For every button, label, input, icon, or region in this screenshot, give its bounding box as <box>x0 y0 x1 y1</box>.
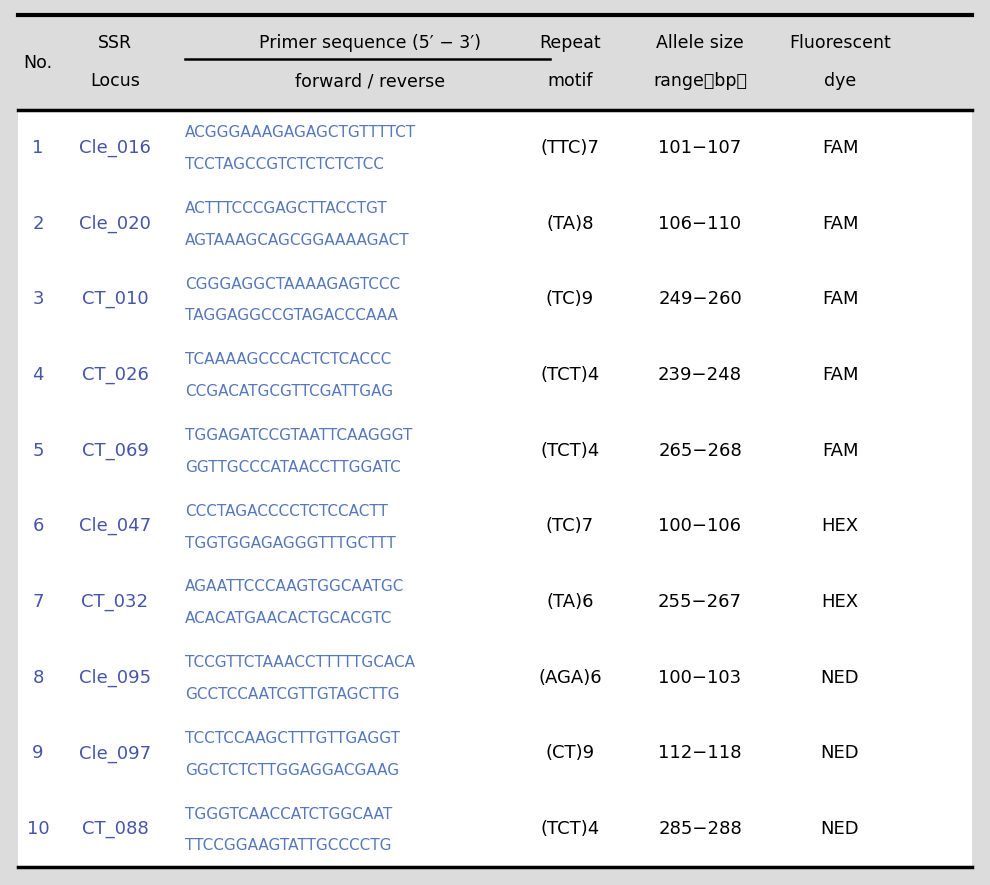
Text: (TC)7: (TC)7 <box>545 518 594 535</box>
Text: (TA)8: (TA)8 <box>546 214 594 233</box>
Bar <box>18 791 972 867</box>
Text: 2: 2 <box>33 214 44 233</box>
Text: CCGACATGCGTTCGATTGAG: CCGACATGCGTTCGATTGAG <box>185 384 393 399</box>
Bar <box>18 640 972 716</box>
Text: HEX: HEX <box>822 593 858 611</box>
Bar <box>18 412 972 489</box>
Text: TGGAGATCCGTAATTCAAGGGT: TGGAGATCCGTAATTCAAGGGT <box>185 428 413 443</box>
Bar <box>18 110 972 186</box>
Text: (TCT)4: (TCT)4 <box>541 442 600 459</box>
Text: Cle_016: Cle_016 <box>79 139 150 157</box>
Text: HEX: HEX <box>822 518 858 535</box>
Text: 285−288: 285−288 <box>658 820 742 838</box>
Bar <box>18 261 972 337</box>
Text: (TCT)4: (TCT)4 <box>541 366 600 384</box>
Text: GCCTCCAATCGTTGTAGCTTG: GCCTCCAATCGTTGTAGCTTG <box>185 687 400 702</box>
Text: TGGTGGAGAGGGTTTGCTTT: TGGTGGAGAGGGTTTGCTTT <box>185 535 396 550</box>
Bar <box>18 337 972 412</box>
Text: CT_088: CT_088 <box>81 820 148 838</box>
Text: 10: 10 <box>27 820 50 838</box>
Text: 112−118: 112−118 <box>658 744 742 763</box>
Text: 106−110: 106−110 <box>658 214 742 233</box>
Text: FAM: FAM <box>822 442 858 459</box>
Text: NED: NED <box>821 820 859 838</box>
Text: TCCTCCAAGCTTTGTTGAGGT: TCCTCCAAGCTTTGTTGAGGT <box>185 731 400 746</box>
Text: 3: 3 <box>33 290 44 308</box>
Text: CT_032: CT_032 <box>81 593 148 611</box>
Text: (TC)9: (TC)9 <box>545 290 594 308</box>
Text: 6: 6 <box>33 518 44 535</box>
Text: FAM: FAM <box>822 214 858 233</box>
Text: Primer sequence (5′ − 3′): Primer sequence (5′ − 3′) <box>259 34 481 52</box>
Text: motif: motif <box>547 72 593 90</box>
Text: TGGGTCAACCATCTGGCAAT: TGGGTCAACCATCTGGCAAT <box>185 806 392 821</box>
Text: No.: No. <box>24 53 52 72</box>
Text: 239−248: 239−248 <box>658 366 742 384</box>
Text: 4: 4 <box>33 366 44 384</box>
Text: NED: NED <box>821 669 859 687</box>
Text: 9: 9 <box>33 744 44 763</box>
Text: Fluorescent: Fluorescent <box>789 34 891 52</box>
Text: GGCTCTCTTGGAGGACGAAG: GGCTCTCTTGGAGGACGAAG <box>185 763 399 778</box>
Text: forward / reverse: forward / reverse <box>295 72 446 90</box>
Text: TCCTAGCCGTCTCTCTCTCC: TCCTAGCCGTCTCTCTCTCC <box>185 157 384 172</box>
Bar <box>18 716 972 791</box>
Text: 7: 7 <box>33 593 44 611</box>
Text: 255−267: 255−267 <box>658 593 742 611</box>
Bar <box>18 489 972 565</box>
Bar <box>18 186 972 261</box>
Text: (CT)9: (CT)9 <box>545 744 595 763</box>
Text: 5: 5 <box>33 442 44 459</box>
Text: ACGGGAAAGAGAGCTGTTTTCT: ACGGGAAAGAGAGCTGTTTTCT <box>185 125 416 140</box>
Text: 249−260: 249−260 <box>658 290 742 308</box>
Text: 101−107: 101−107 <box>658 139 742 157</box>
Text: FAM: FAM <box>822 139 858 157</box>
Text: ACACATGAACACTGCACGTC: ACACATGAACACTGCACGTC <box>185 612 392 627</box>
Text: CT_010: CT_010 <box>82 290 148 308</box>
Text: CT_026: CT_026 <box>81 366 148 384</box>
Text: Repeat: Repeat <box>540 34 601 52</box>
Text: Cle_097: Cle_097 <box>79 744 151 763</box>
Text: 265−268: 265−268 <box>658 442 742 459</box>
Text: 100−103: 100−103 <box>658 669 742 687</box>
Text: GGTTGCCCATAACCTTGGATC: GGTTGCCCATAACCTTGGATC <box>185 460 401 475</box>
Text: AGAATTCCCAAGTGGCAATGC: AGAATTCCCAAGTGGCAATGC <box>185 580 404 595</box>
Text: (TCT)4: (TCT)4 <box>541 820 600 838</box>
Text: Cle_095: Cle_095 <box>79 668 151 687</box>
Text: dye: dye <box>824 72 856 90</box>
Text: (TA)6: (TA)6 <box>546 593 594 611</box>
Text: Allele size: Allele size <box>656 34 743 52</box>
Text: CGGGAGGCTAAAAGAGTCCC: CGGGAGGCTAAAAGAGTCCC <box>185 277 400 292</box>
Text: Cle_047: Cle_047 <box>79 517 151 535</box>
Text: SSR: SSR <box>98 34 132 52</box>
Text: TAGGAGGCCGTAGACCCAAA: TAGGAGGCCGTAGACCCAAA <box>185 308 398 323</box>
Text: 100−106: 100−106 <box>658 518 742 535</box>
Text: (TTC)7: (TTC)7 <box>541 139 599 157</box>
Text: TCCGTTCTAAACCTTTTTGCACA: TCCGTTCTAAACCTTTTTGCACA <box>185 655 415 670</box>
Text: 1: 1 <box>33 139 44 157</box>
Text: range（bp）: range（bp） <box>653 72 746 90</box>
Text: Cle_020: Cle_020 <box>79 214 150 233</box>
Text: TTCCGGAAGTATTGCCCCTG: TTCCGGAAGTATTGCCCCTG <box>185 838 391 853</box>
Text: FAM: FAM <box>822 290 858 308</box>
Text: ACTTTCCCGAGCTTACCTGT: ACTTTCCCGAGCTTACCTGT <box>185 201 388 216</box>
Text: NED: NED <box>821 744 859 763</box>
Text: Locus: Locus <box>90 72 140 90</box>
Text: FAM: FAM <box>822 366 858 384</box>
Text: CCCTAGACCCCTCTCCACTT: CCCTAGACCCCTCTCCACTT <box>185 504 388 519</box>
Bar <box>18 565 972 640</box>
Text: TCAAAAGCCCACTCTCACCC: TCAAAAGCCCACTCTCACCC <box>185 352 391 367</box>
Text: 8: 8 <box>33 669 44 687</box>
Text: (AGA)6: (AGA)6 <box>539 669 602 687</box>
Text: CT_069: CT_069 <box>81 442 148 459</box>
Text: AGTAAAGCAGCGGAAAAGACT: AGTAAAGCAGCGGAAAAGACT <box>185 233 410 248</box>
